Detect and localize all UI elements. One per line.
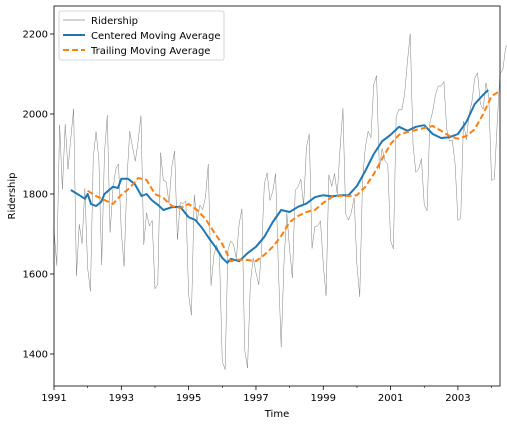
y-tick-label: 1400 bbox=[23, 350, 48, 361]
legend-label-trailing: Trailing Moving Average bbox=[90, 46, 210, 57]
legend-label-ridership: Ridership bbox=[91, 16, 138, 27]
legend: Ridership Centered Moving Average Traili… bbox=[59, 11, 224, 60]
y-axis-label: Ridership bbox=[7, 172, 18, 219]
x-tick-label: 1995 bbox=[176, 393, 201, 404]
x-tick-label: 1999 bbox=[311, 393, 336, 404]
x-tick-label: 2003 bbox=[445, 393, 470, 404]
y-tick-label: 2000 bbox=[23, 110, 48, 121]
x-tick-label: 1997 bbox=[243, 393, 268, 404]
legend-label-centered: Centered Moving Average bbox=[91, 31, 221, 42]
x-axis-ticks: 1991 1993 1995 1997 1999 2001 2003 bbox=[41, 386, 491, 404]
y-tick-label: 1800 bbox=[23, 190, 48, 201]
y-tick-label: 2200 bbox=[23, 30, 48, 41]
x-tick-label: 2001 bbox=[378, 393, 403, 404]
x-axis-label: Time bbox=[264, 409, 289, 420]
x-tick-label: 1991 bbox=[41, 393, 66, 404]
y-tick-label: 1600 bbox=[23, 270, 48, 281]
y-axis-ticks: 1400 1600 1800 2000 2200 bbox=[23, 30, 54, 361]
x-tick-label: 1993 bbox=[109, 393, 134, 404]
